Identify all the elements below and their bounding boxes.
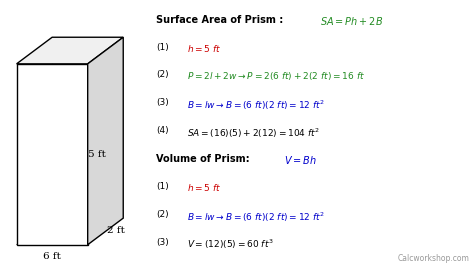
Text: $V = (12)(5) = 60\ ft^3$: $V = (12)(5) = 60\ ft^3$ [187, 238, 274, 251]
Text: 6 ft: 6 ft [43, 252, 61, 261]
Text: (1): (1) [156, 182, 169, 191]
Text: $V = Bh$: $V = Bh$ [284, 154, 317, 166]
Text: $h = 5\ ft$: $h = 5\ ft$ [187, 43, 222, 53]
Text: $P = 2l + 2w \rightarrow P = 2(6\ ft) + 2(2\ ft) = 16\ ft$: $P = 2l + 2w \rightarrow P = 2(6\ ft) + … [187, 70, 365, 82]
Text: Surface Area of Prism :: Surface Area of Prism : [156, 15, 287, 25]
Text: 5 ft: 5 ft [88, 150, 106, 159]
Text: $B = lw \rightarrow B = (6\ ft)(2\ ft) = 12\ ft^2$: $B = lw \rightarrow B = (6\ ft)(2\ ft) =… [187, 98, 326, 112]
Text: Volume of Prism:: Volume of Prism: [156, 154, 254, 164]
Text: (3): (3) [156, 238, 169, 247]
Text: 2 ft: 2 ft [107, 226, 125, 235]
Text: $B = lw \rightarrow B = (6\ ft)(2\ ft) = 12\ ft^2$: $B = lw \rightarrow B = (6\ ft)(2\ ft) =… [187, 210, 326, 223]
Text: $h = 5\ ft$: $h = 5\ ft$ [187, 182, 222, 193]
Polygon shape [17, 37, 123, 64]
Text: (1): (1) [156, 43, 169, 52]
Text: (2): (2) [156, 70, 169, 80]
Polygon shape [17, 64, 88, 245]
Text: (3): (3) [156, 98, 169, 107]
Polygon shape [88, 37, 123, 245]
Text: (4): (4) [156, 126, 169, 135]
Text: (2): (2) [156, 210, 169, 219]
Text: Calcworkshop.com: Calcworkshop.com [397, 254, 469, 263]
Text: $SA = Ph + 2B$: $SA = Ph + 2B$ [320, 15, 383, 27]
Text: $SA = (16)(5) + 2(12) = 104\ ft^2$: $SA = (16)(5) + 2(12) = 104\ ft^2$ [187, 126, 320, 140]
